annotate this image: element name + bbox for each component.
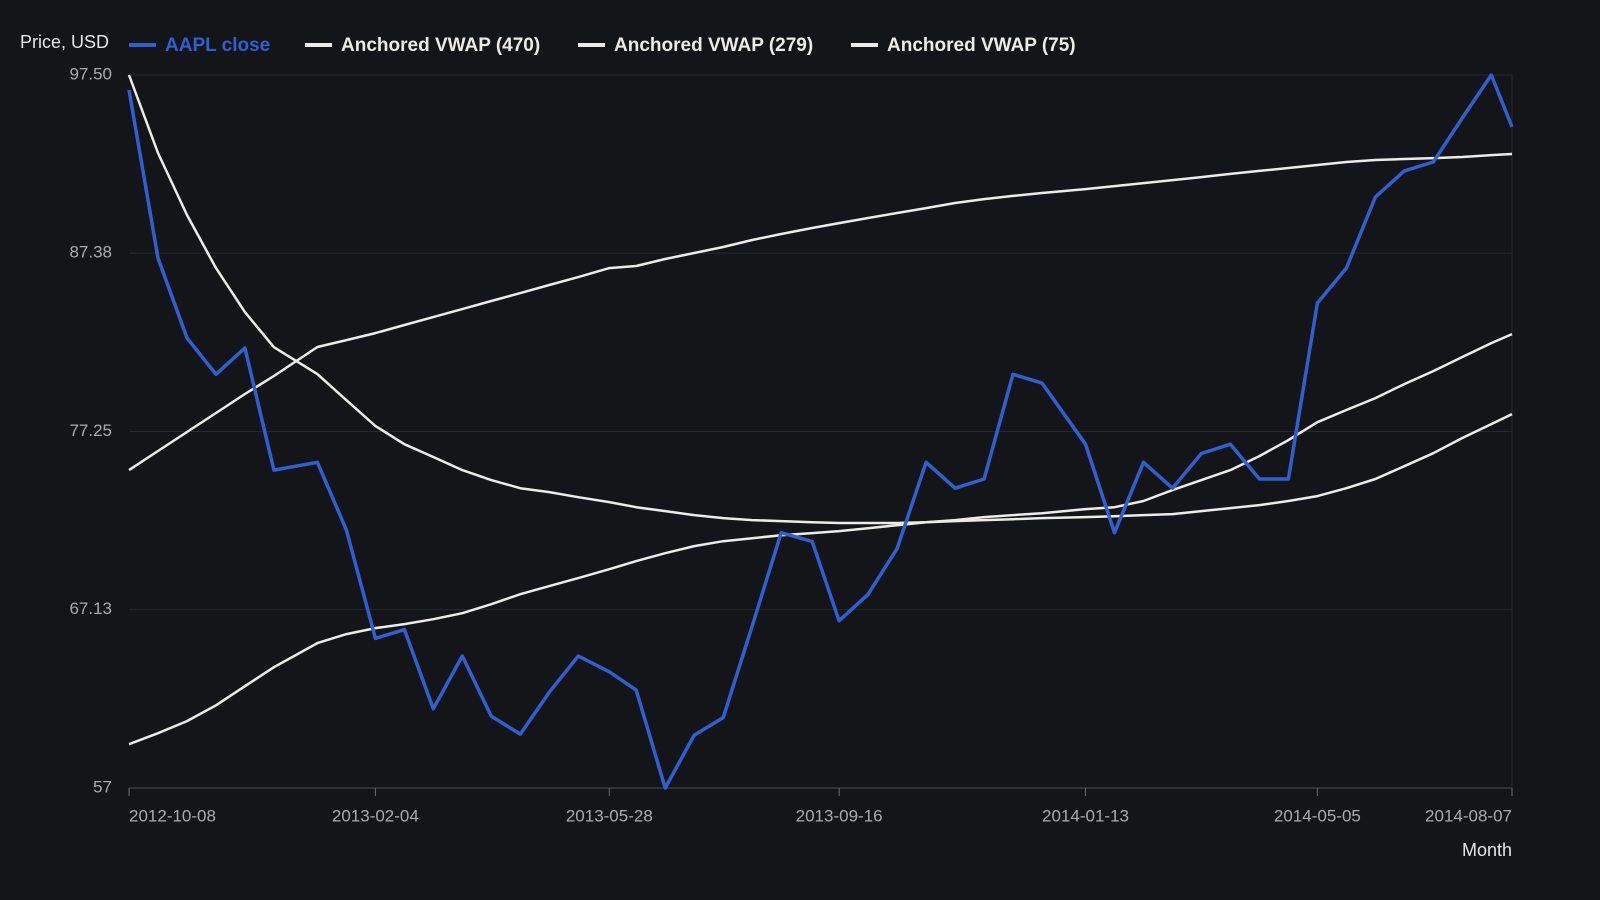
x-tick-label: 2014-01-13: [1042, 806, 1129, 825]
x-tick-label: 2013-02-04: [332, 806, 419, 825]
y-axis-title: Price, USD: [20, 32, 109, 52]
legend-label: Anchored VWAP (470): [341, 35, 540, 56]
x-tick-label: 2014-05-05: [1274, 806, 1361, 825]
x-tick-label: 2014-08-07: [1425, 806, 1512, 825]
y-tick-label: 77.25: [69, 421, 112, 440]
series-line: [128, 332, 1513, 746]
x-tick-label: 2013-09-16: [796, 806, 883, 825]
series-line: [128, 152, 1513, 472]
x-tick-label: 2012-10-08: [129, 806, 216, 825]
y-tick-label: 67.13: [69, 599, 112, 618]
y-tick-label: 57: [93, 777, 112, 796]
x-tick-label: 2013-05-28: [566, 806, 653, 825]
series-line: [127, 73, 1514, 790]
y-tick-label: 97.50: [69, 64, 112, 83]
legend-label: Anchored VWAP (279): [614, 35, 813, 56]
legend-label: AAPL close: [165, 35, 270, 56]
series-line: [127, 74, 1513, 525]
x-axis-title: Month: [1462, 840, 1512, 860]
legend-label: Anchored VWAP (75): [887, 35, 1076, 56]
y-tick-label: 87.38: [69, 243, 112, 262]
